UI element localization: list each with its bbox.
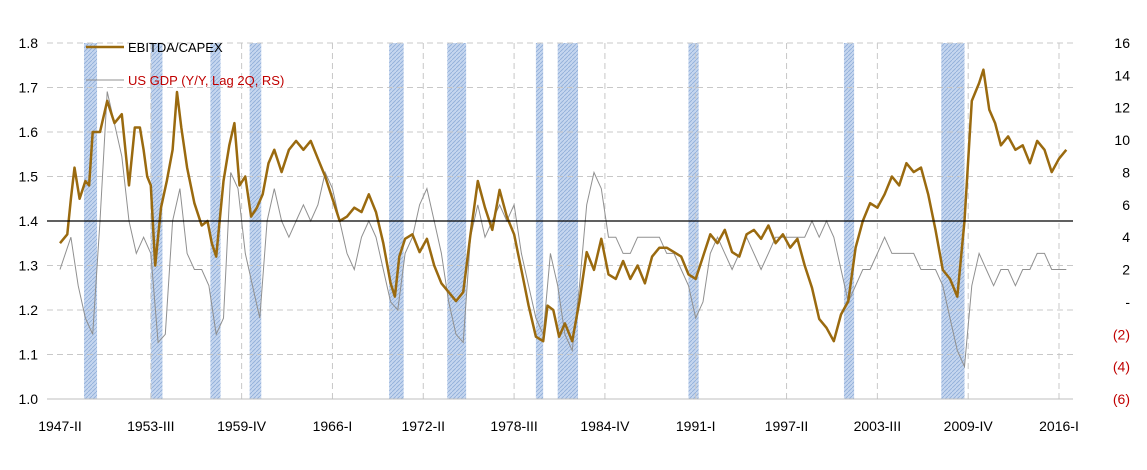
x-tick-label: 2003-III <box>854 418 901 434</box>
y-tick-label-left: 1.4 <box>19 213 39 229</box>
x-tick-label: 1966-I <box>313 418 353 434</box>
x-tick-label: 2009-IV <box>944 418 994 434</box>
x-tick-label: 1997-II <box>765 418 809 434</box>
x-tick-label: 1972-II <box>401 418 445 434</box>
y-tick-label-right: (6) <box>1113 391 1130 407</box>
y-tick-label-left: 1.8 <box>19 35 39 51</box>
x-tick-label: 1959-IV <box>217 418 267 434</box>
x-tick-label: 1991-I <box>676 418 716 434</box>
legend-label-gdp: US GDP (Y/Y, Lag 2Q, RS) <box>128 73 284 88</box>
y-tick-label-left: 1.3 <box>19 258 39 274</box>
x-tick-label: 1947-II <box>38 418 82 434</box>
y-tick-label-left: 1.2 <box>19 302 39 318</box>
y-tick-label-right: 4 <box>1122 229 1130 245</box>
y-tick-label-right: 2 <box>1122 262 1130 278</box>
y-tick-label-right: 10 <box>1114 132 1130 148</box>
x-tick-label: 1984-IV <box>580 418 630 434</box>
chart-legend: EBITDA/CAPEX US GDP (Y/Y, Lag 2Q, RS) <box>86 40 284 88</box>
y-tick-label-right: (2) <box>1113 326 1130 342</box>
legend-label-ebitda: EBITDA/CAPEX <box>128 40 223 55</box>
y-tick-label-right: 6 <box>1122 197 1130 213</box>
y-tick-label-right: 16 <box>1114 35 1130 51</box>
y-tick-label-left: 1.5 <box>19 169 39 185</box>
series-line-gdp <box>59 91 1067 369</box>
y-tick-label-right: 14 <box>1114 67 1130 83</box>
y-tick-label-left: 1.0 <box>19 391 39 407</box>
x-tick-label: 1978-III <box>490 418 537 434</box>
y-tick-label-left: 1.7 <box>19 80 39 96</box>
series-line-ebitda <box>59 68 1068 343</box>
y-tick-label-right: 8 <box>1122 164 1130 180</box>
x-tick-label: 2016-I <box>1039 418 1079 434</box>
y-tick-label-right: - <box>1125 294 1130 310</box>
x-tick-label: 1953-III <box>127 418 174 434</box>
y-tick-label-right: (4) <box>1113 359 1130 375</box>
axes: 1.0 1.1 1.2 1.3 1.4 1.5 1.6 1.7 1.8 (6) (4) (2) - 2 4 6… <box>19 35 1131 434</box>
y-tick-label-right: 12 <box>1114 100 1130 116</box>
y-tick-label-left: 1.6 <box>19 124 39 140</box>
y-tick-label-left: 1.1 <box>19 347 39 363</box>
series-lines <box>59 68 1068 369</box>
